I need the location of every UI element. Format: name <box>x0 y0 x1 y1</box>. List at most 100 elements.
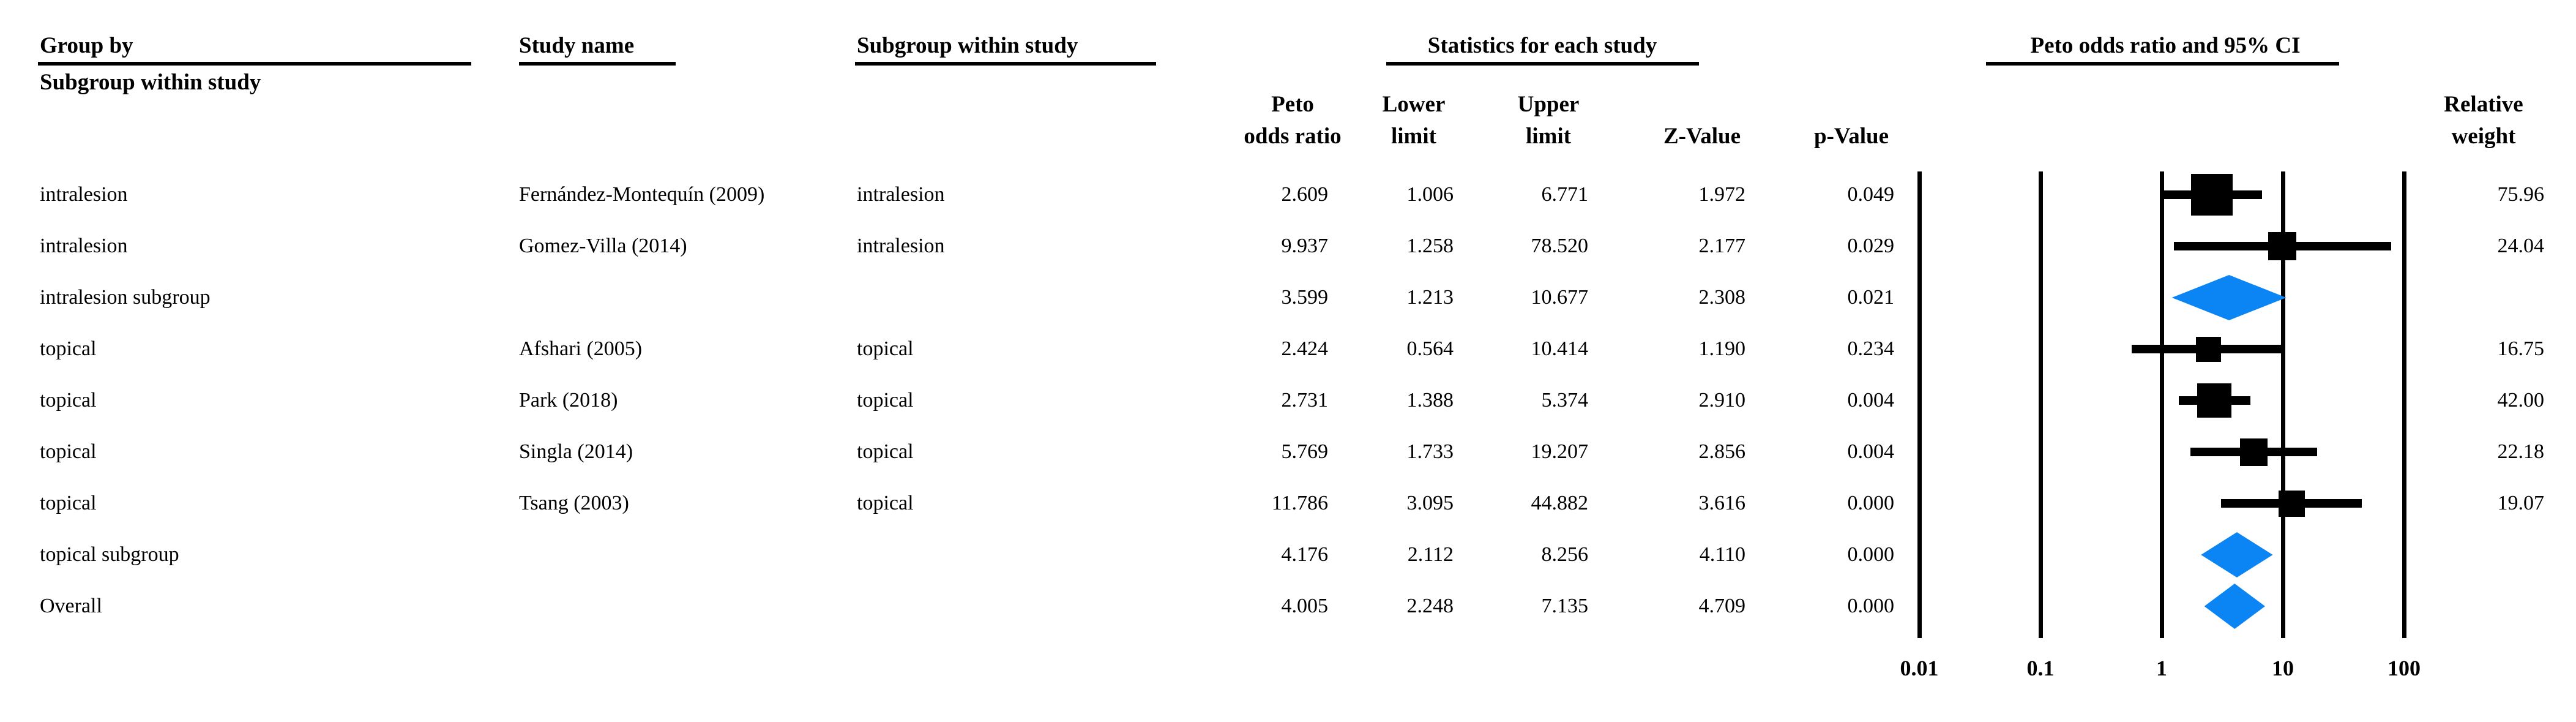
stat-header-line1: Upper <box>1517 92 1580 117</box>
p-cell: 0.021 <box>1847 286 1895 309</box>
p-cell: 0.029 <box>1847 235 1895 257</box>
z-cell: 4.110 <box>1699 543 1745 566</box>
group-by-header-line2: Subgroup within study <box>40 70 261 95</box>
lower-cell: 1.213 <box>1406 286 1454 309</box>
upper-cell: 5.374 <box>1541 389 1589 412</box>
summary-diamond <box>2204 584 2265 629</box>
plot-group-title: Peto odds ratio and 95% CI <box>2030 33 2301 58</box>
axis-tick-label: 0.01 <box>1900 656 1939 680</box>
study-cell: Tsang (2003) <box>519 492 629 514</box>
stat-header-line1: Lower <box>1382 92 1446 117</box>
lower-cell: 1.006 <box>1406 183 1454 206</box>
upper-cell: 7.135 <box>1541 595 1589 617</box>
weight-cell: 16.75 <box>2497 337 2545 360</box>
group-by-underline <box>38 62 471 66</box>
stat-header-line2: Z-Value <box>1663 124 1741 149</box>
p-cell: 0.049 <box>1847 183 1895 206</box>
axis-tick-label: 10 <box>2272 656 2294 680</box>
peto-cell: 9.937 <box>1281 235 1329 257</box>
lower-cell: 2.248 <box>1406 595 1454 617</box>
group-cell: topical subgroup <box>40 543 179 566</box>
weight-cell: 42.00 <box>2497 389 2545 412</box>
lower-cell: 0.564 <box>1406 337 1454 360</box>
group-by-header-line1: Group by <box>40 33 133 58</box>
z-cell: 2.308 <box>1698 286 1746 309</box>
peto-cell: 3.599 <box>1281 286 1329 309</box>
relative-weight-header-line1: Relative <box>2444 92 2523 117</box>
upper-cell: 10.677 <box>1531 286 1589 309</box>
z-cell: 2.910 <box>1698 389 1746 412</box>
subgroup-cell: topical <box>857 389 914 412</box>
z-cell: 1.190 <box>1698 337 1746 360</box>
peto-cell: 2.609 <box>1281 183 1329 206</box>
axis-tick-label: 100 <box>2387 656 2421 680</box>
lower-cell: 2.112 <box>1407 543 1454 566</box>
stat-header-line2: limit <box>1526 124 1571 149</box>
study-cell: Fernández-Montequín (2009) <box>519 183 765 206</box>
axis-tick-label: 0.1 <box>2026 656 2055 680</box>
study-cell: Afshari (2005) <box>519 337 643 360</box>
axis-tick-label: 1 <box>2156 656 2167 680</box>
weight-cell: 75.96 <box>2497 183 2545 206</box>
subgroup-cell: topical <box>857 337 914 360</box>
stat-header-line2: p-Value <box>1813 124 1889 149</box>
upper-cell: 10.414 <box>1531 337 1589 360</box>
axis-line <box>2280 171 2285 638</box>
plot-group-underline <box>1986 62 2339 66</box>
subgroup-cell: intralesion <box>857 235 945 257</box>
z-cell: 3.616 <box>1698 492 1746 514</box>
stat-header-line2: limit <box>1391 124 1436 149</box>
lower-cell: 1.258 <box>1406 235 1454 257</box>
lower-cell: 1.388 <box>1406 389 1454 412</box>
summary-diamond <box>2201 532 2273 577</box>
group-cell: intralesion <box>40 183 128 206</box>
peto-cell: 2.424 <box>1281 337 1329 360</box>
upper-cell: 44.882 <box>1531 492 1589 514</box>
upper-cell: 78.520 <box>1531 235 1589 257</box>
z-cell: 1.972 <box>1698 183 1746 206</box>
effect-square <box>2268 232 2297 260</box>
z-cell: 2.177 <box>1698 235 1746 257</box>
study-name-header: Study name <box>519 33 635 58</box>
group-cell: topical <box>40 440 97 463</box>
lower-cell: 1.733 <box>1406 440 1454 463</box>
p-cell: 0.004 <box>1847 389 1895 412</box>
study-cell: Gomez-Villa (2014) <box>519 235 687 257</box>
group-cell: intralesion <box>40 235 128 257</box>
axis-line <box>2038 171 2043 638</box>
study-name-underline <box>519 62 676 66</box>
axis-line <box>1917 171 1922 638</box>
group-cell: topical <box>40 389 97 412</box>
effect-square <box>2191 174 2233 216</box>
effect-square <box>2197 383 2232 418</box>
subgroup-header: Subgroup within study <box>857 33 1078 58</box>
stats-group-underline <box>1386 62 1699 66</box>
effect-square <box>2195 336 2221 362</box>
stats-group-title: Statistics for each study <box>1427 33 1657 58</box>
relative-weight-header-line2: weight <box>2451 124 2516 149</box>
study-cell: Park (2018) <box>519 389 618 412</box>
z-cell: 4.709 <box>1698 595 1746 617</box>
weight-cell: 22.18 <box>2497 440 2545 463</box>
stat-header-line1: Peto <box>1271 92 1314 117</box>
peto-cell: 2.731 <box>1281 389 1329 412</box>
weight-cell: 24.04 <box>2497 235 2545 257</box>
lower-cell: 3.095 <box>1406 492 1454 514</box>
p-cell: 0.000 <box>1847 595 1895 617</box>
stat-header-line2: odds ratio <box>1244 124 1342 149</box>
summary-diamond <box>2171 275 2287 320</box>
z-cell: 2.856 <box>1698 440 1746 463</box>
p-cell: 0.004 <box>1847 440 1895 463</box>
axis-line <box>2402 171 2406 638</box>
subgroup-cell: topical <box>857 492 914 514</box>
p-cell: 0.000 <box>1847 543 1895 566</box>
peto-cell: 4.176 <box>1281 543 1329 566</box>
p-cell: 0.000 <box>1847 492 1895 514</box>
group-cell: topical <box>40 492 97 514</box>
upper-cell: 6.771 <box>1541 183 1589 206</box>
upper-cell: 19.207 <box>1531 440 1589 463</box>
peto-cell: 11.786 <box>1271 492 1328 514</box>
peto-cell: 5.769 <box>1281 440 1329 463</box>
subgroup-cell: intralesion <box>857 183 945 206</box>
